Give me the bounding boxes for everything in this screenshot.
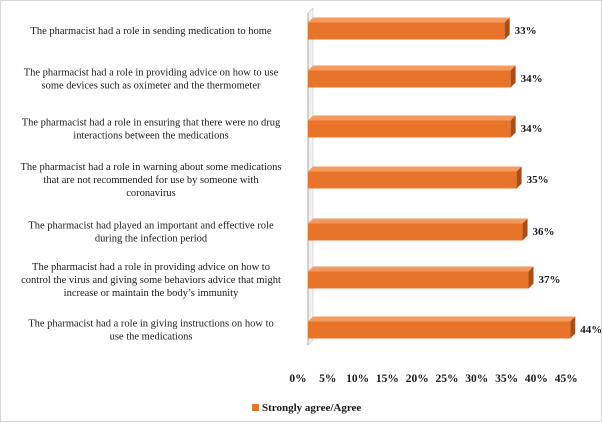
bar-top-face [308,65,516,71]
bar-side-face [528,266,534,289]
bar-front-face [308,321,571,339]
x-tick-label: 0% [289,373,306,385]
data-label: 44% [580,324,601,336]
bar-side-face [570,316,576,339]
bar: 33% [308,17,537,40]
x-tick-label: 5% [319,373,336,385]
bar: 34% [308,65,543,88]
bar-side-face [504,17,510,40]
bar: 34% [308,115,543,138]
bar-top-face [308,17,510,23]
x-tick-label: 40% [525,373,548,385]
bar-front-face [308,22,505,40]
x-tick-label: 20% [406,373,429,385]
bar-front-face [308,120,511,138]
legend-label: Strongly agree/Agree [262,402,361,414]
data-label: 36% [533,226,555,238]
bar-front-face [308,171,517,189]
data-label: 37% [539,274,561,286]
bar: 35% [308,166,549,189]
x-tick-label: 45% [555,373,578,385]
category-label: The pharmacist had a role in warning abo… [21,162,282,199]
bar-front-face [308,223,523,241]
bar-side-face [516,166,522,189]
bar: 44% [308,316,601,339]
bar-top-face [308,218,528,224]
legend: Strongly agree/Agree [252,402,361,414]
data-label: 34% [521,73,543,85]
bar-top-face [308,166,522,172]
bar-side-face [522,218,528,241]
bar-top-face [308,266,534,272]
bar-top-face [308,316,576,322]
bar-side-face [510,115,516,138]
x-tick-label: 35% [495,373,518,385]
data-label: 34% [521,123,543,135]
category-label: The pharmacist had a role in sending med… [30,26,271,37]
bar-series: 33% 34% 34% 35% 36% 37% 44% [308,17,601,339]
category-label: The pharmacist had a role in providing a… [21,262,281,299]
category-label: The pharmacist had a role in giving inst… [28,319,274,343]
bar: 36% [308,218,555,241]
category-label: The pharmacist had a role in ensuring th… [22,118,281,142]
x-tick-label: 15% [376,373,399,385]
category-labels: The pharmacist had a role in sending med… [21,26,282,343]
legend-swatch [252,404,259,411]
x-tick-label: 30% [465,373,488,385]
bar-front-face [308,271,529,289]
x-tick-label: 10% [346,373,369,385]
x-axis-ticks: 0% 5% 10% 15% 20% 25% 30% 35% 40% 45% [289,373,577,385]
bar-side-face [510,65,516,88]
bar-front-face [308,70,511,88]
data-label: 35% [527,174,549,186]
data-label: 33% [515,25,537,37]
bar: 37% [308,266,561,289]
x-tick-label: 25% [436,373,459,385]
category-label: The pharmacist had played an important a… [28,221,274,245]
category-label: The pharmacist had a role in providing a… [24,68,279,92]
bar-top-face [308,115,516,121]
